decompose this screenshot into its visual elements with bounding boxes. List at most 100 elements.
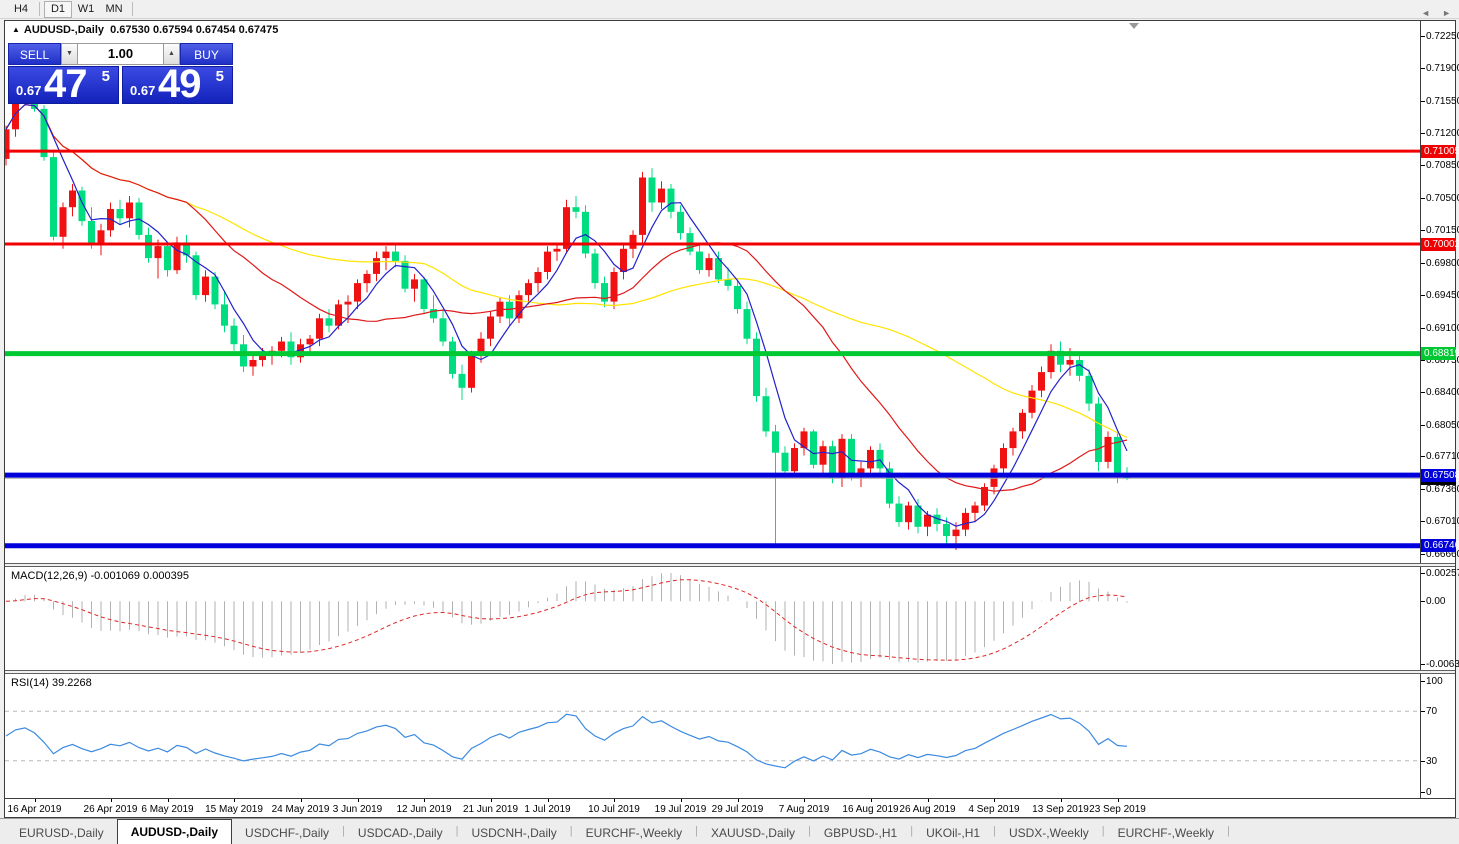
price-tick-label: 0.72250 bbox=[1426, 30, 1459, 42]
price-tick bbox=[1421, 165, 1425, 167]
tab-separator: | bbox=[569, 824, 573, 837]
price-tick bbox=[1421, 521, 1425, 523]
price-tick bbox=[1421, 392, 1425, 394]
price-tick-label: 0.71550 bbox=[1426, 95, 1459, 107]
tab-eurchf-weekly[interactable]: EURCHF-,Weekly bbox=[585, 826, 683, 840]
price-tick-label: 0.67710 bbox=[1426, 451, 1459, 463]
date-label: 16 Apr 2019 bbox=[7, 804, 62, 815]
timeframe-h4-button[interactable]: H4 bbox=[13, 2, 29, 15]
date-tick bbox=[1060, 799, 1062, 802]
tab-scroll-right-icon[interactable]: ► bbox=[1442, 8, 1451, 18]
rsi-tick bbox=[1421, 792, 1425, 793]
timeframe-d1-button[interactable]: D1 bbox=[44, 0, 72, 18]
date-tick bbox=[870, 799, 872, 802]
ma-5-line bbox=[5, 103, 1128, 527]
panel-splitter-rsi[interactable] bbox=[5, 670, 1455, 674]
collapse-arrow-icon[interactable]: ▲ bbox=[12, 25, 20, 34]
rsi-axis-label: 70 bbox=[1426, 706, 1438, 718]
date-label: 4 Sep 2019 bbox=[968, 804, 1020, 815]
macd-label: MACD(12,26,9) -0.001069 0.000395 bbox=[11, 570, 189, 582]
sell-button[interactable]: SELL bbox=[8, 43, 61, 65]
timeframe-w1-button[interactable]: W1 bbox=[77, 2, 95, 15]
level-price-label: 0.70002 bbox=[1421, 237, 1459, 251]
rsi-tick bbox=[1421, 681, 1425, 682]
ohlc-values: 0.67530 0.67594 0.67454 0.67475 bbox=[110, 24, 279, 36]
rsi-value: 39.2268 bbox=[51, 677, 92, 689]
price-tick-label: 0.67010 bbox=[1426, 516, 1459, 528]
date-tick bbox=[614, 799, 615, 802]
sell-price-big: 47 bbox=[44, 62, 87, 106]
tab-usdchf-daily[interactable]: USDCHF-,Daily bbox=[245, 826, 330, 840]
price-tick-label: 0.68050 bbox=[1426, 419, 1459, 431]
price-tick bbox=[1421, 553, 1425, 555]
rsi-tick bbox=[1421, 711, 1425, 713]
price-tick bbox=[1421, 35, 1425, 37]
price-tick bbox=[1421, 230, 1425, 232]
macd-axis-zero: 0.00 bbox=[1426, 596, 1446, 608]
date-label: 6 May 2019 bbox=[141, 804, 194, 815]
price-tick-label: 0.70150 bbox=[1426, 225, 1459, 237]
date-label: 15 May 2019 bbox=[205, 804, 263, 815]
ma-20-line bbox=[5, 103, 1128, 492]
date-label: 3 Jun 2019 bbox=[332, 804, 383, 815]
rsi-axis-label: 100 bbox=[1426, 676, 1443, 687]
tab-separator: | bbox=[455, 824, 459, 837]
buy-button[interactable]: BUY bbox=[180, 43, 233, 65]
level-price-label: 0.68819 bbox=[1421, 347, 1459, 361]
price-tick-label: 0.71200 bbox=[1426, 128, 1459, 140]
tab-xauusd-daily[interactable]: XAUUSD-,Daily bbox=[710, 826, 795, 840]
date-label: 13 Sep 2019 bbox=[1032, 804, 1089, 815]
price-tick-label: 0.70850 bbox=[1426, 160, 1459, 172]
price-tick-label: 0.67360 bbox=[1426, 483, 1459, 495]
date-label: 1 Jul 2019 bbox=[524, 804, 571, 815]
macd-axis-top: 0.002574 bbox=[1426, 568, 1459, 579]
date-tick bbox=[490, 799, 492, 802]
date-tick bbox=[804, 799, 805, 802]
rsi-axis-label: 0 bbox=[1426, 787, 1432, 798]
volume-input[interactable]: 1.00 bbox=[78, 43, 163, 65]
tab-eurchf-weekly[interactable]: EURCHF-,Weekly bbox=[1117, 826, 1215, 840]
volume-increase-icon[interactable]: ▲ bbox=[163, 43, 180, 65]
toolbar-separator bbox=[132, 2, 133, 16]
date-tick bbox=[994, 799, 995, 802]
tab-ukoil-h1[interactable]: UKOil-,H1 bbox=[926, 826, 981, 840]
price-axis: 0.72250 0.71900 0.71550 0.71200 0.70850 0.705… bbox=[1420, 21, 1459, 798]
tab-usdx-weekly[interactable]: USDX-,Weekly bbox=[1008, 826, 1089, 840]
sell-price-pip: 5 bbox=[101, 68, 110, 85]
tab-separator: | bbox=[1101, 824, 1105, 837]
macd-chart-canvas[interactable] bbox=[5, 567, 1420, 670]
chart-shift-marker-icon[interactable] bbox=[1129, 23, 1139, 29]
one-click-trade-panel: SELL ▼ 1.00 ▲ BUY 0.67 47 5 0.67 49 5 bbox=[8, 43, 233, 106]
rsi-line bbox=[5, 713, 1128, 769]
date-axis: 16 Apr 2019 26 Apr 2019 6 May 2019 15 May 2… bbox=[5, 798, 1455, 817]
tab-usdcnh-daily[interactable]: USDCNH-,Daily bbox=[471, 826, 557, 840]
price-tick bbox=[1421, 424, 1425, 426]
sell-price-prefix: 0.67 bbox=[16, 83, 42, 98]
timeframe-mn-button[interactable]: MN bbox=[105, 2, 123, 15]
buy-quote-button[interactable]: 0.67 49 5 bbox=[122, 62, 233, 106]
buy-price-big: 49 bbox=[158, 62, 201, 106]
volume-decrease-icon[interactable]: ▼ bbox=[61, 43, 78, 65]
level-price-label: 0.67508 bbox=[1421, 468, 1459, 482]
tab-usdcad-daily[interactable]: USDCAD-,Daily bbox=[357, 826, 443, 840]
price-tick bbox=[1421, 360, 1425, 362]
macd-signal-value: 0.000395 bbox=[143, 570, 189, 582]
rsi-chart-canvas[interactable] bbox=[5, 674, 1420, 798]
tab-scroll-left-icon[interactable]: ◄ bbox=[1421, 8, 1431, 18]
buy-price-pip: 5 bbox=[215, 68, 224, 85]
tab-gbpusd-h1[interactable]: GBPUSD-,H1 bbox=[823, 826, 898, 840]
date-tick bbox=[424, 799, 425, 802]
macd-tick bbox=[1421, 573, 1425, 574]
price-tick bbox=[1421, 327, 1425, 329]
panel-splitter-macd[interactable] bbox=[5, 563, 1455, 567]
macd-signal-line bbox=[5, 579, 1128, 661]
tab-eurusd-daily[interactable]: EURUSD-,Daily bbox=[19, 826, 104, 840]
price-tick-label: 0.68750 bbox=[1426, 355, 1459, 367]
sell-quote-button[interactable]: 0.67 47 5 bbox=[8, 62, 119, 106]
date-tick bbox=[357, 799, 359, 802]
date-tick bbox=[167, 799, 169, 802]
tab-audusd-daily[interactable]: AUDUSD-,Daily bbox=[116, 819, 233, 844]
date-tick bbox=[680, 799, 682, 802]
price-tick bbox=[1421, 295, 1425, 297]
